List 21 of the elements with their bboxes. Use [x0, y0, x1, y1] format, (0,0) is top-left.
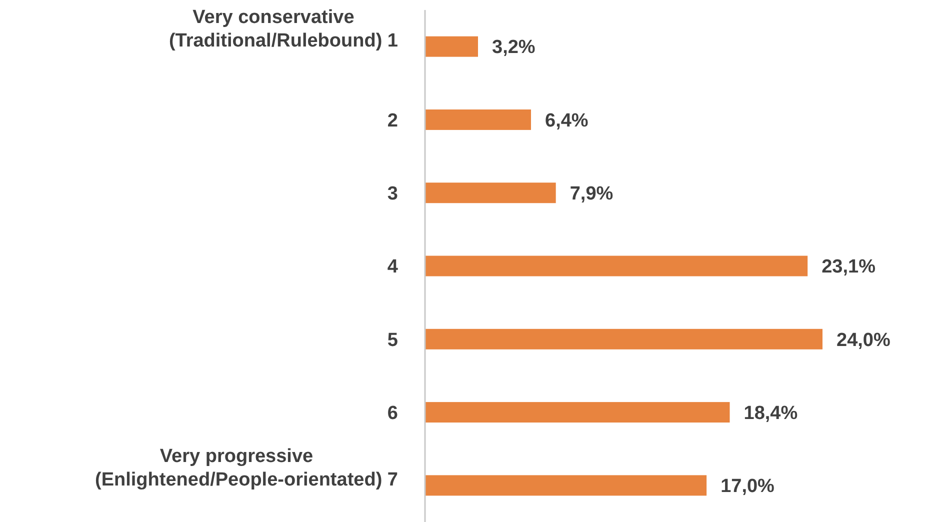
bar — [425, 475, 707, 496]
data-label: 24,0% — [836, 330, 890, 351]
y-tick-label: 6 — [387, 402, 398, 424]
data-label: 18,4% — [744, 402, 798, 424]
data-label: 7,9% — [570, 184, 614, 205]
bar — [425, 36, 478, 57]
y-tick-label: 4 — [387, 256, 398, 278]
bar — [425, 109, 531, 130]
y-tick-label: Very progressive (Enlightened/People-orientated) 7 — [95, 446, 398, 490]
bar — [425, 256, 808, 276]
data-label: 23,1% — [822, 256, 876, 278]
data-label: 17,0% — [720, 476, 775, 498]
y-tick-label: Very conservative (Traditional/Rulebound) 1 — [168, 7, 398, 52]
data-label: 6,4% — [545, 110, 588, 132]
y-tick-label: 5 — [387, 330, 398, 351]
y-tick-label: 3 — [387, 184, 398, 205]
bar — [425, 182, 556, 204]
y-tick-label: 2 — [387, 110, 398, 132]
bar — [425, 328, 822, 350]
data-label: 3,2% — [492, 37, 536, 58]
bar — [425, 402, 730, 423]
